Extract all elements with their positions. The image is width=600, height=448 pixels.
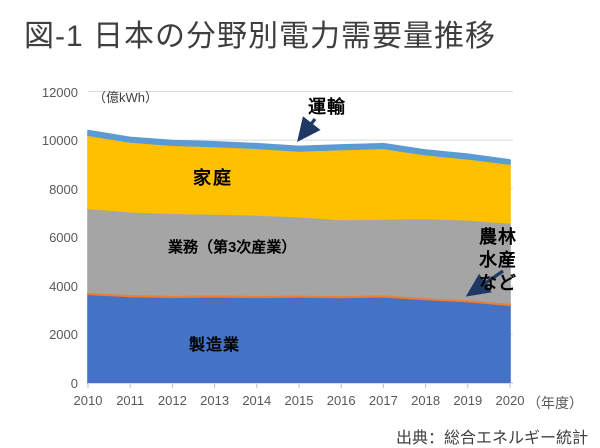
x-axis [87,383,513,388]
x-axis-unit-label: （年度） [527,395,583,411]
area-series-2 [87,207,511,304]
y-axis-unit-label: （億kWh） [93,90,159,105]
x-tick-label: 2015 [284,393,314,408]
series-label-commercial: 業務（第3次産業） [168,239,297,256]
x-tick-label: 2011 [116,393,145,408]
x-tick-label: 2012 [157,393,187,408]
y-tick-label: 0 [70,376,78,391]
x-tick-label: 2013 [200,393,230,408]
series-label-agriculture-line3: など [479,273,517,293]
area-series-4 [87,129,511,165]
x-tick-label: 2014 [242,393,272,408]
y-tick-label: 6000 [49,230,78,246]
y-tick-label: 12000 [41,84,78,100]
annotation-arrow-agriculture-icon [465,269,504,297]
x-tick-label: 2010 [73,393,103,408]
series-label-agriculture: 農林 水産 など [479,226,517,295]
y-tick-label: 4000 [49,278,78,294]
y-tick-label: 8000 [49,181,78,197]
x-tick-label: 2020 [495,393,525,408]
source-note: 出典：総合エネルギー統計 [395,430,588,447]
y-tick-label: 2000 [49,327,78,343]
x-tick-label: 2017 [368,393,398,408]
series-label-agriculture-line2: 水産 [479,250,517,270]
area-series-group [87,129,511,384]
series-label-agriculture-line1: 農林 [479,227,517,247]
chart-title: 図-1 日本の分野別電力需要量推移 [24,20,497,53]
x-tick-label: 2018 [411,393,441,408]
series-label-household: 家庭 [193,168,233,188]
annotation-arrow-transport-icon [297,116,321,143]
series-label-manufacturing: 製造業 [189,337,241,354]
x-tick-label: 2019 [453,393,483,408]
y-tick-label: 10000 [41,133,78,149]
x-tick-label: 2016 [326,393,356,408]
series-label-transport: 運輸 [308,97,346,117]
area-series-0 [87,293,511,384]
